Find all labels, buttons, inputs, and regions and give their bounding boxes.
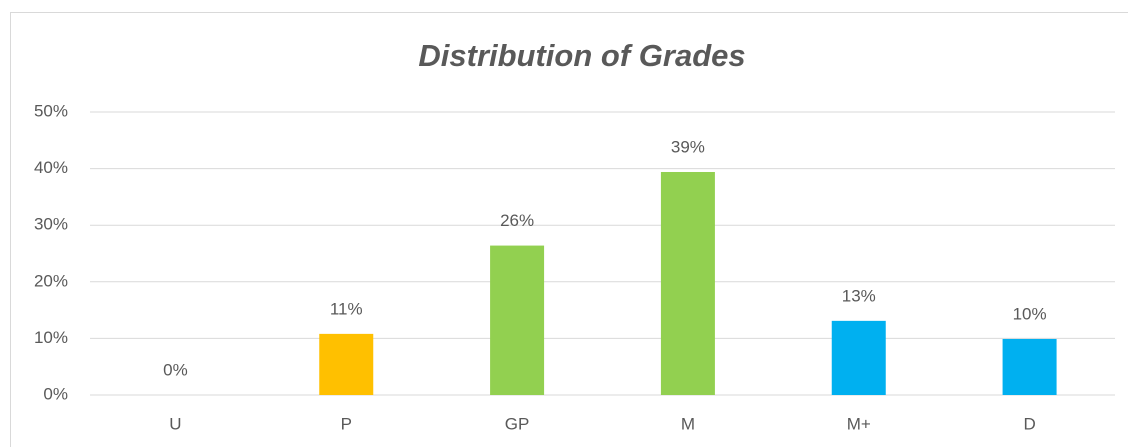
y-tick-label: 40% (34, 158, 68, 177)
data-label: 26% (500, 211, 534, 230)
y-tick-label: 30% (34, 215, 68, 234)
data-label: 10% (1013, 304, 1047, 323)
bar (660, 171, 715, 395)
data-label: 13% (842, 286, 876, 305)
bar (831, 320, 886, 395)
x-tick-label: P (341, 414, 352, 433)
bar (1002, 338, 1057, 395)
bar (319, 333, 374, 395)
y-tick-label: 10% (34, 328, 68, 347)
x-tick-label: M (681, 414, 695, 433)
data-label: 0% (163, 360, 188, 379)
x-tick-label: D (1023, 414, 1035, 433)
y-tick-label: 50% (34, 101, 68, 120)
data-label: 39% (671, 137, 705, 156)
x-tick-label: GP (505, 414, 530, 433)
chart-frame (10, 12, 1128, 447)
chart-title: Distribution of Grades (418, 38, 745, 73)
x-tick-label: U (169, 414, 181, 433)
y-tick-label: 0% (43, 384, 68, 403)
bar (490, 245, 545, 395)
x-tick-label: M+ (847, 414, 871, 433)
data-label: 11% (330, 299, 363, 318)
y-tick-label: 20% (34, 271, 68, 290)
